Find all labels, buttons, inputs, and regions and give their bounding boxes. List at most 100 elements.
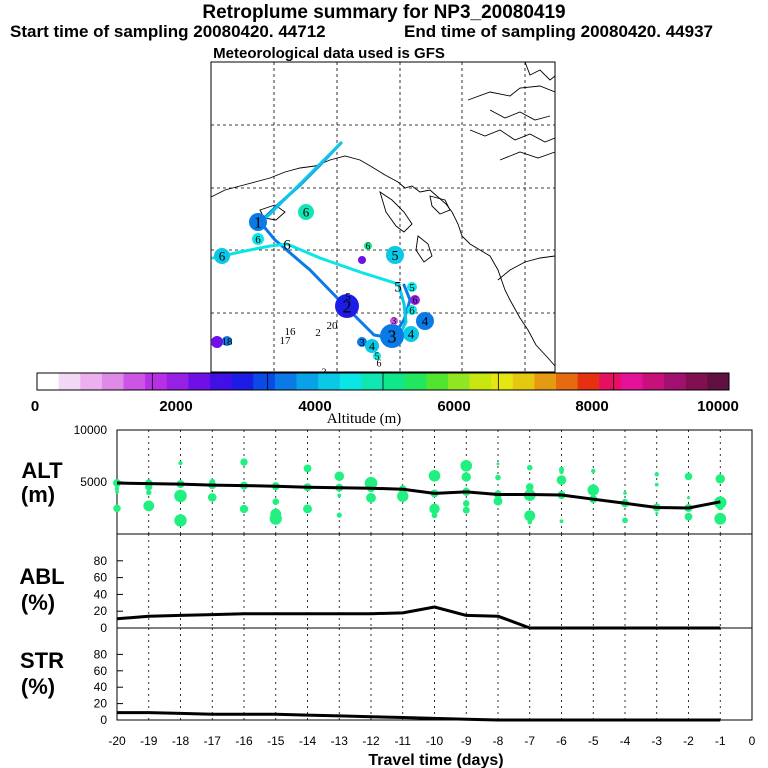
altitude-dot <box>559 469 564 475</box>
plume-marker-circle <box>298 204 314 220</box>
plume-marker-circle <box>252 233 264 245</box>
coastline <box>210 61 556 367</box>
map-graticule <box>211 62 555 372</box>
altitude-dot <box>527 519 533 525</box>
colorbar-tick-label: 6000 <box>437 398 470 415</box>
colorbar-cell <box>685 373 708 390</box>
altitude-dot <box>337 493 342 498</box>
colorbar-cell <box>447 373 471 390</box>
x-tick-label: -9 <box>461 734 472 748</box>
panel-title: ABL <box>19 564 64 589</box>
x-tick-label: 0 <box>749 734 756 748</box>
colorbar-cell <box>58 373 81 390</box>
altitude-dot <box>431 512 438 519</box>
series-line <box>116 481 721 510</box>
plume-marker-label: 5 <box>409 282 415 294</box>
plume-marker-label: 2 <box>315 327 321 339</box>
altitude-dot <box>303 464 312 473</box>
plume-marker-label: 5 <box>345 291 351 303</box>
altitude-panel: ALT(m) 10000 5000 <box>21 423 753 535</box>
colorbar-cell <box>534 373 557 390</box>
colorbar-cell <box>188 373 211 390</box>
colorbar-cell <box>231 373 254 390</box>
start-time-label: Start time of sampling 20080420. 44712 <box>10 22 326 41</box>
series-line <box>117 711 721 722</box>
colorbar-tick-labels: 0 2000 4000 6000 8000 10000 <box>31 398 739 415</box>
panel-title: STR <box>20 648 64 673</box>
panel-title: ALT <box>21 458 63 483</box>
page-title: Retroplume summary for NP3_20080419 <box>202 2 566 23</box>
plume-marker-label: 6 <box>409 305 415 317</box>
altitude-dot <box>114 486 120 491</box>
y-tick-label: 20 <box>94 604 108 618</box>
plume-marker-label: 3 <box>359 337 365 349</box>
colorbar-cell <box>469 373 492 390</box>
colorbar-cells <box>37 373 730 390</box>
plume-marker-circle <box>357 337 367 347</box>
plume-marker-label: 6 <box>303 205 310 220</box>
altitude-dot <box>556 475 567 485</box>
plume-marker-circle <box>410 295 420 305</box>
colorbar-cell <box>145 373 168 390</box>
plume-tracks <box>211 141 412 340</box>
plume-marker-circle <box>365 339 379 353</box>
altitude-dot <box>623 491 627 495</box>
plume-marker-label: 4 <box>408 327 415 342</box>
y-tick-label: 40 <box>94 587 108 601</box>
colorbar-tick-label: 2000 <box>159 398 192 415</box>
altitude-dot <box>526 464 533 471</box>
colorbar-tick-label: 10000 <box>697 398 739 415</box>
colorbar-cell <box>339 373 362 390</box>
abl-panel: ABL(%) 80 60 40 20 0 <box>19 533 753 635</box>
altitude-dot <box>399 491 407 500</box>
end-time-label: End time of sampling 20080420. 44937 <box>404 22 713 41</box>
x-axis-label: Travel time (days) <box>368 752 503 768</box>
y-tick-label: 60 <box>94 571 108 585</box>
colorbar-cell <box>664 373 687 390</box>
colorbar-cell <box>642 373 665 390</box>
y-tick-label: 40 <box>94 680 108 694</box>
altitude-dot <box>493 496 503 506</box>
plume-marker-label: 5 <box>375 352 380 363</box>
altitude-dot <box>462 506 470 514</box>
altitude-dot <box>525 483 534 491</box>
plume-marker-circle <box>335 294 359 318</box>
colorbar-cell <box>296 373 319 390</box>
colorbar-cell <box>620 373 644 390</box>
series-line <box>116 605 721 630</box>
x-tick-label: -5 <box>588 734 599 748</box>
plume-marker-circle <box>373 352 381 360</box>
plume-marker-label: 2 <box>343 296 352 316</box>
plume-marker-label: 18 <box>222 336 234 348</box>
colorbar-cell <box>210 373 233 390</box>
altitude-dot <box>113 504 121 513</box>
plume-marker-label: 6 <box>377 359 382 370</box>
plume-marker-label: 16 <box>285 326 297 338</box>
colorbar-cell <box>599 373 622 390</box>
altitude-dot <box>178 460 183 466</box>
colorbar-cell <box>491 373 514 390</box>
x-tick-label: -2 <box>683 734 694 748</box>
altitude-dot <box>272 498 280 505</box>
altitude-dot <box>587 484 599 496</box>
altitude-dot <box>495 474 501 481</box>
altitude-dot <box>269 512 282 525</box>
altitude-dot <box>146 489 152 496</box>
altitude-dot <box>336 512 342 518</box>
altitude-dot <box>655 511 659 515</box>
altitude-dot <box>428 469 441 482</box>
plume-marker-label: 1 <box>254 215 262 232</box>
x-tick-label: -13 <box>331 734 349 748</box>
plume-marker-label: 4 <box>369 339 375 353</box>
plume-marker-label: 6 <box>283 237 291 253</box>
panel-unit: (m) <box>21 482 55 507</box>
plume-marker-label: 6 <box>255 234 261 246</box>
altitude-dot <box>334 471 345 482</box>
altitude-dot <box>654 482 659 487</box>
y-tick-label: 80 <box>94 647 108 661</box>
colorbar-cell <box>101 373 125 390</box>
altitude-dot <box>687 496 690 500</box>
y-tick-label: 5000 <box>80 475 107 489</box>
time-series-panels: ALT(m)100005000ABL(%)806040200STR(%)8060… <box>19 423 755 768</box>
x-tick-label: -11 <box>395 734 412 748</box>
